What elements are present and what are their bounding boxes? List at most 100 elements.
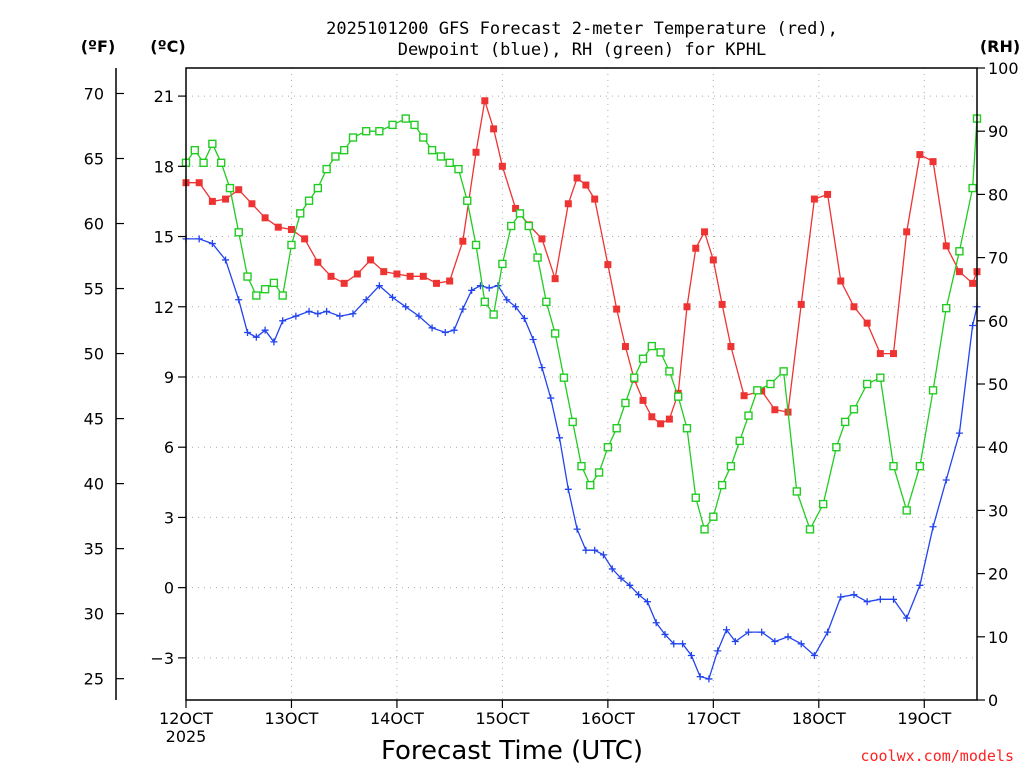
chart-title-line1: 2025101200 GFS Forecast 2-meter Temperat… xyxy=(326,19,838,39)
2-meter-temperature-point xyxy=(824,190,832,198)
2-meter-temperature-point xyxy=(367,256,375,264)
dewpoint-point xyxy=(503,296,511,304)
2-meter-temperature-point xyxy=(863,319,871,327)
series-layer xyxy=(181,97,982,683)
rh-point xyxy=(515,209,525,218)
rh-point xyxy=(243,272,252,281)
dewpoint-point xyxy=(784,633,792,641)
dewpoint-point xyxy=(903,614,911,622)
2-meter-temperature-point xyxy=(287,226,295,234)
2-meter-temperature-point xyxy=(235,186,243,194)
x-tick-label: 15OCT xyxy=(475,709,529,728)
x-tick-label: 19OCT xyxy=(897,709,951,728)
2-meter-temperature-point xyxy=(890,350,898,358)
dewpoint-point xyxy=(485,284,493,292)
rh-point xyxy=(550,329,560,338)
fahrenheit-tick-label: 25 xyxy=(84,670,104,689)
rh-point xyxy=(621,398,630,408)
rh-point xyxy=(928,386,938,395)
2-meter-temperature-point xyxy=(314,258,322,266)
dewpoint-point xyxy=(468,286,476,294)
2-meter-temperature-point xyxy=(274,223,282,231)
2-meter-temperature-point xyxy=(837,277,845,285)
rh-point xyxy=(586,480,595,490)
rh-point xyxy=(726,461,736,471)
2-meter-temperature-point xyxy=(208,197,216,205)
2-meter-temperature-point xyxy=(810,195,818,203)
2-meter-temperature-point xyxy=(903,228,911,236)
2-meter-temperature-point xyxy=(446,277,454,285)
rh-point xyxy=(480,297,490,307)
2-meter-temperature-point xyxy=(955,268,963,276)
rh-point xyxy=(709,512,718,521)
2-meter-temperature-point xyxy=(498,162,506,170)
dewpoint-point xyxy=(670,640,678,648)
2-meter-temperature-point xyxy=(916,151,924,159)
rh-tick-label: 0 xyxy=(988,691,998,710)
x-tick-label: 13OCT xyxy=(265,709,319,728)
2-meter-temperature-point xyxy=(472,148,480,156)
rh-point xyxy=(691,493,700,502)
2-meter-temperature-point xyxy=(327,272,335,280)
rh-point xyxy=(388,120,397,130)
celsius-tick-label: 18 xyxy=(154,157,174,176)
rh-point xyxy=(577,461,586,471)
rh-point xyxy=(260,285,270,294)
rh-point xyxy=(542,297,551,307)
dewpoint-point xyxy=(261,326,269,334)
dewpoint-point xyxy=(696,673,704,681)
dewpoint-point xyxy=(415,312,423,320)
rh-point xyxy=(942,303,951,313)
rh-point xyxy=(361,126,371,136)
dewpoint-point xyxy=(797,640,805,648)
2-meter-temperature-point xyxy=(929,158,937,166)
2-meter-temperature-point xyxy=(876,350,884,358)
2-meter-temperature-point xyxy=(481,97,489,105)
rh-point xyxy=(766,379,775,389)
2-meter-temperature-point xyxy=(459,237,467,245)
fahrenheit-unit-label: (ºF) xyxy=(81,37,116,56)
2-meter-temperature-point xyxy=(380,268,388,276)
rh-point xyxy=(208,139,217,149)
dewpoint-point xyxy=(564,485,572,493)
rh-point xyxy=(252,291,261,300)
rh-point xyxy=(348,133,358,142)
dewpoint-point xyxy=(208,240,216,248)
fahrenheit-tick-label: 70 xyxy=(84,84,104,103)
rh-point xyxy=(296,209,305,218)
2-meter-temperature-point xyxy=(512,204,520,212)
dewpoint-point xyxy=(441,329,449,337)
fahrenheit-tick-label: 40 xyxy=(84,475,104,494)
rh-point xyxy=(427,145,437,155)
rh-point xyxy=(779,367,788,376)
2-meter-temperature-point xyxy=(657,420,665,428)
celsius-tick-label: 6 xyxy=(164,438,174,457)
2-meter-temperature-point xyxy=(490,125,498,133)
dewpoint-point xyxy=(652,619,660,627)
dewpoint-point xyxy=(336,312,344,320)
rh-point xyxy=(673,392,683,401)
chart-title-line2: Dewpoint (blue), RH (green) for KPHL xyxy=(398,40,766,60)
rh-point xyxy=(968,183,977,193)
rh-point xyxy=(322,164,331,174)
rh-point xyxy=(862,379,872,389)
dewpoint-point xyxy=(195,235,203,243)
rh-point xyxy=(594,468,604,477)
fahrenheit-tick-label: 45 xyxy=(84,410,104,429)
dewpoint-point xyxy=(714,647,722,655)
rh-point xyxy=(656,348,665,357)
rh-point xyxy=(234,228,243,237)
rh-tick-label: 90 xyxy=(988,122,1008,141)
dewpoint-point xyxy=(292,312,300,320)
2-meter-temperature-point xyxy=(573,174,581,182)
x-tick-label: 18OCT xyxy=(792,709,846,728)
grid-lines xyxy=(185,68,977,700)
dewpoint-point xyxy=(252,333,260,341)
rh-point xyxy=(805,525,815,534)
2-meter-temperature-point xyxy=(222,195,230,203)
rh-point xyxy=(313,183,323,193)
dewpoint-point xyxy=(758,628,766,636)
fahrenheit-tick-label: 30 xyxy=(84,605,104,624)
rh-point xyxy=(915,461,925,471)
rh-point xyxy=(744,411,753,420)
